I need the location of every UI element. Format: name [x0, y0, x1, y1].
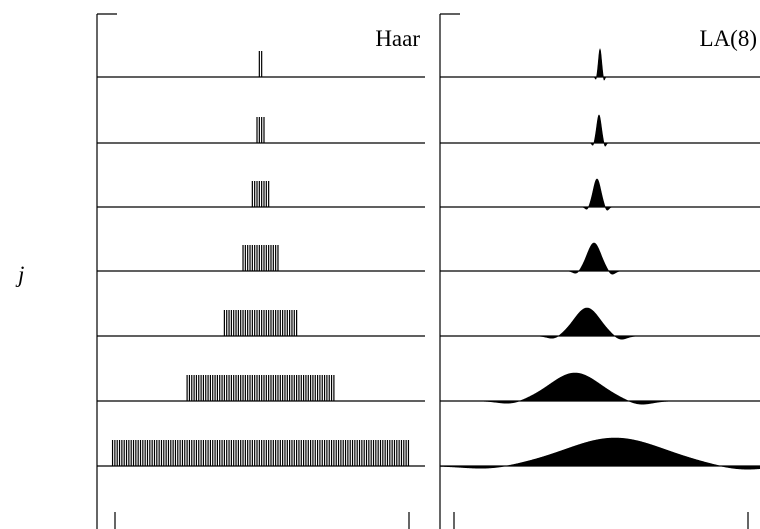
filter-shape	[440, 307, 760, 340]
filter-shape	[440, 372, 760, 405]
panel-label: Haar	[375, 26, 420, 51]
filter-shape	[440, 242, 760, 275]
filter-shape	[440, 114, 760, 147]
filter-shape	[439, 437, 760, 470]
panel-label: LA(8)	[700, 26, 757, 51]
axis-label: j	[15, 262, 24, 287]
filter-shape	[440, 48, 760, 81]
filter-shape	[440, 178, 760, 211]
